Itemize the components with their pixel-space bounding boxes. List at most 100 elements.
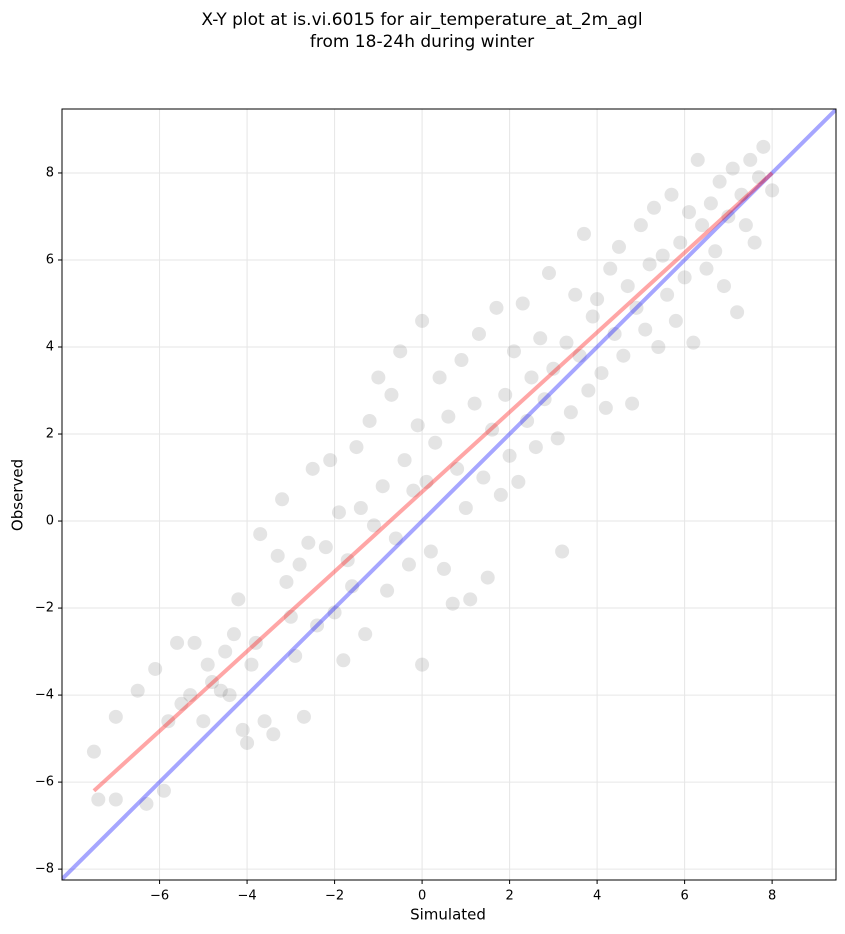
- point: [174, 696, 189, 711]
- point: [546, 361, 561, 376]
- point: [283, 609, 298, 624]
- point: [734, 187, 749, 202]
- point: [633, 218, 648, 233]
- point: [581, 383, 596, 398]
- point: [638, 322, 653, 337]
- y-tick-label: −4: [35, 688, 54, 703]
- point: [388, 531, 403, 546]
- point: [703, 196, 718, 211]
- point: [371, 370, 386, 385]
- point: [747, 235, 762, 250]
- point: [423, 544, 438, 559]
- point: [296, 709, 311, 724]
- point: [139, 796, 154, 811]
- point: [253, 527, 268, 542]
- point: [86, 744, 101, 759]
- point: [528, 440, 543, 455]
- point: [738, 218, 753, 233]
- ticks: −6 −4 −2 0 2 4 6 8 −8 −6 −4 −2 0 2 4 6 8: [35, 165, 776, 903]
- point: [506, 344, 521, 359]
- point: [410, 418, 425, 433]
- point: [563, 405, 578, 420]
- point: [415, 657, 430, 672]
- point: [205, 675, 220, 690]
- y-tick-label: 6: [46, 252, 54, 267]
- point: [572, 348, 587, 363]
- point: [537, 392, 552, 407]
- y-axis-label: Observed: [9, 459, 27, 531]
- point: [183, 688, 198, 703]
- point: [585, 309, 600, 324]
- point: [340, 553, 355, 568]
- point: [594, 366, 609, 381]
- point: [568, 287, 583, 302]
- point: [432, 370, 447, 385]
- x-tick-label: −2: [325, 889, 344, 904]
- point: [292, 557, 307, 572]
- y-tick-label: 2: [46, 427, 54, 442]
- point: [384, 387, 399, 402]
- point: [485, 422, 500, 437]
- point: [756, 139, 771, 154]
- point: [266, 727, 281, 742]
- point: [765, 183, 780, 198]
- point: [616, 348, 631, 363]
- y-tick-label: −6: [35, 775, 54, 790]
- point: [235, 722, 250, 737]
- fit-line: [92, 171, 774, 793]
- point: [161, 714, 176, 729]
- point: [716, 279, 731, 294]
- point: [305, 461, 320, 476]
- point: [397, 453, 412, 468]
- point: [454, 353, 469, 368]
- point: [603, 261, 618, 276]
- point: [353, 500, 368, 515]
- chart-title: from 18-24h during winter: [310, 32, 534, 52]
- point: [257, 714, 272, 729]
- point: [511, 474, 526, 489]
- point: [642, 257, 657, 272]
- point: [524, 370, 539, 385]
- point: [555, 544, 570, 559]
- point: [345, 579, 360, 594]
- point: [541, 266, 556, 281]
- point: [673, 235, 688, 250]
- plot-frame: [61, 108, 837, 881]
- point: [590, 292, 605, 307]
- point: [725, 161, 740, 176]
- point: [393, 344, 408, 359]
- point: [301, 535, 316, 550]
- point: [445, 596, 460, 611]
- point: [323, 453, 338, 468]
- point: [690, 152, 705, 167]
- point: [401, 557, 416, 572]
- point: [699, 261, 714, 276]
- point: [331, 505, 346, 520]
- point: [502, 448, 517, 463]
- grid: [62, 109, 836, 880]
- point: [248, 635, 263, 650]
- point: [730, 305, 745, 320]
- point: [226, 627, 241, 642]
- point: [218, 644, 233, 659]
- point: [498, 387, 513, 402]
- point: [279, 574, 294, 589]
- point: [550, 431, 565, 446]
- point: [533, 331, 548, 346]
- point: [375, 479, 390, 494]
- point: [318, 540, 333, 555]
- point: [559, 335, 574, 350]
- point: [463, 592, 478, 607]
- x-tick-label: 4: [593, 889, 601, 904]
- fit-line: [62, 109, 836, 880]
- point: [419, 474, 434, 489]
- point: [213, 683, 228, 698]
- point: [108, 792, 123, 807]
- x-axis-label: Simulated: [410, 906, 486, 924]
- x-tick-label: 6: [680, 889, 688, 904]
- point: [655, 248, 670, 263]
- point: [681, 205, 696, 220]
- chart-title: X-Y plot at is.vi.6015 for air_temperatu…: [201, 10, 642, 30]
- point: [629, 300, 644, 315]
- point: [607, 326, 622, 341]
